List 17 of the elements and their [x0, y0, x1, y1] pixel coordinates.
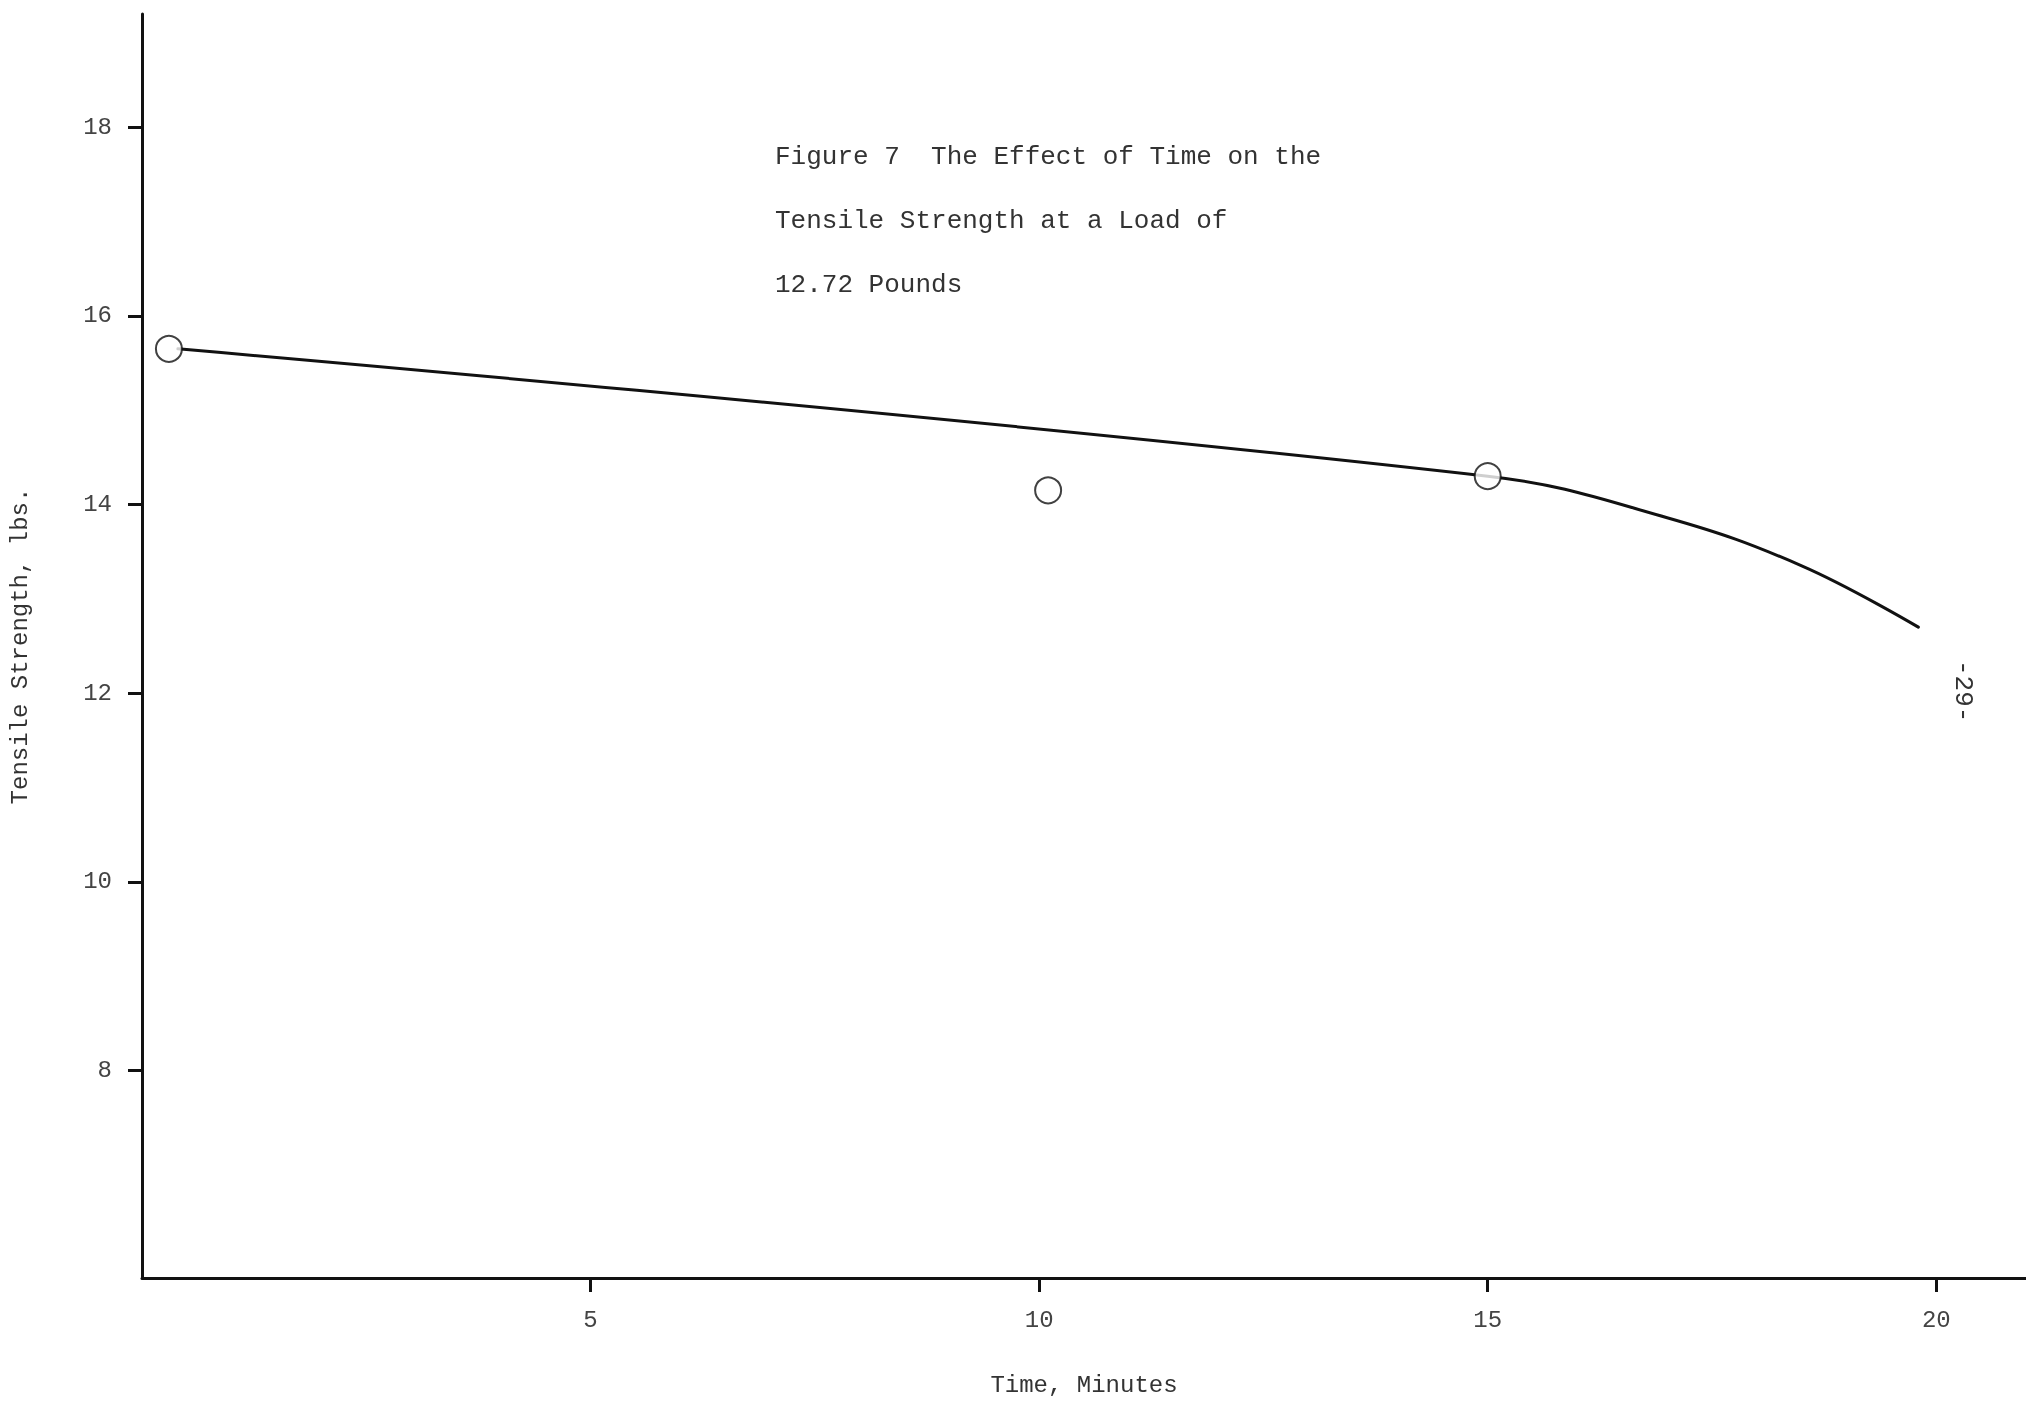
y-tick-label: 8: [97, 1056, 112, 1084]
x-tick-label: 10: [1024, 1306, 1054, 1334]
x-axis-title: Time, Minutes: [990, 1371, 1178, 1399]
y-tick-label: 16: [83, 302, 112, 330]
y-tick-label: 10: [83, 868, 112, 896]
x-tick-label: 5: [583, 1306, 598, 1334]
chart-title: Figure 7 The Effect of Time on the Tensile Strength at a Load of 12.72 Pounds: [775, 142, 1322, 300]
annotation: -29-: [1948, 660, 1978, 723]
y-tick-label: 14: [83, 491, 112, 519]
point: [1034, 476, 1063, 505]
x-tick-label: 20: [1921, 1306, 1951, 1334]
x-tick-label: 15: [1473, 1306, 1503, 1334]
y-tick-label: 18: [83, 113, 112, 141]
point: [154, 334, 183, 363]
point: [1473, 462, 1502, 491]
y-axis-title: Tensile Strength, lbs.: [6, 487, 34, 805]
y-tick-label: 12: [83, 679, 112, 707]
